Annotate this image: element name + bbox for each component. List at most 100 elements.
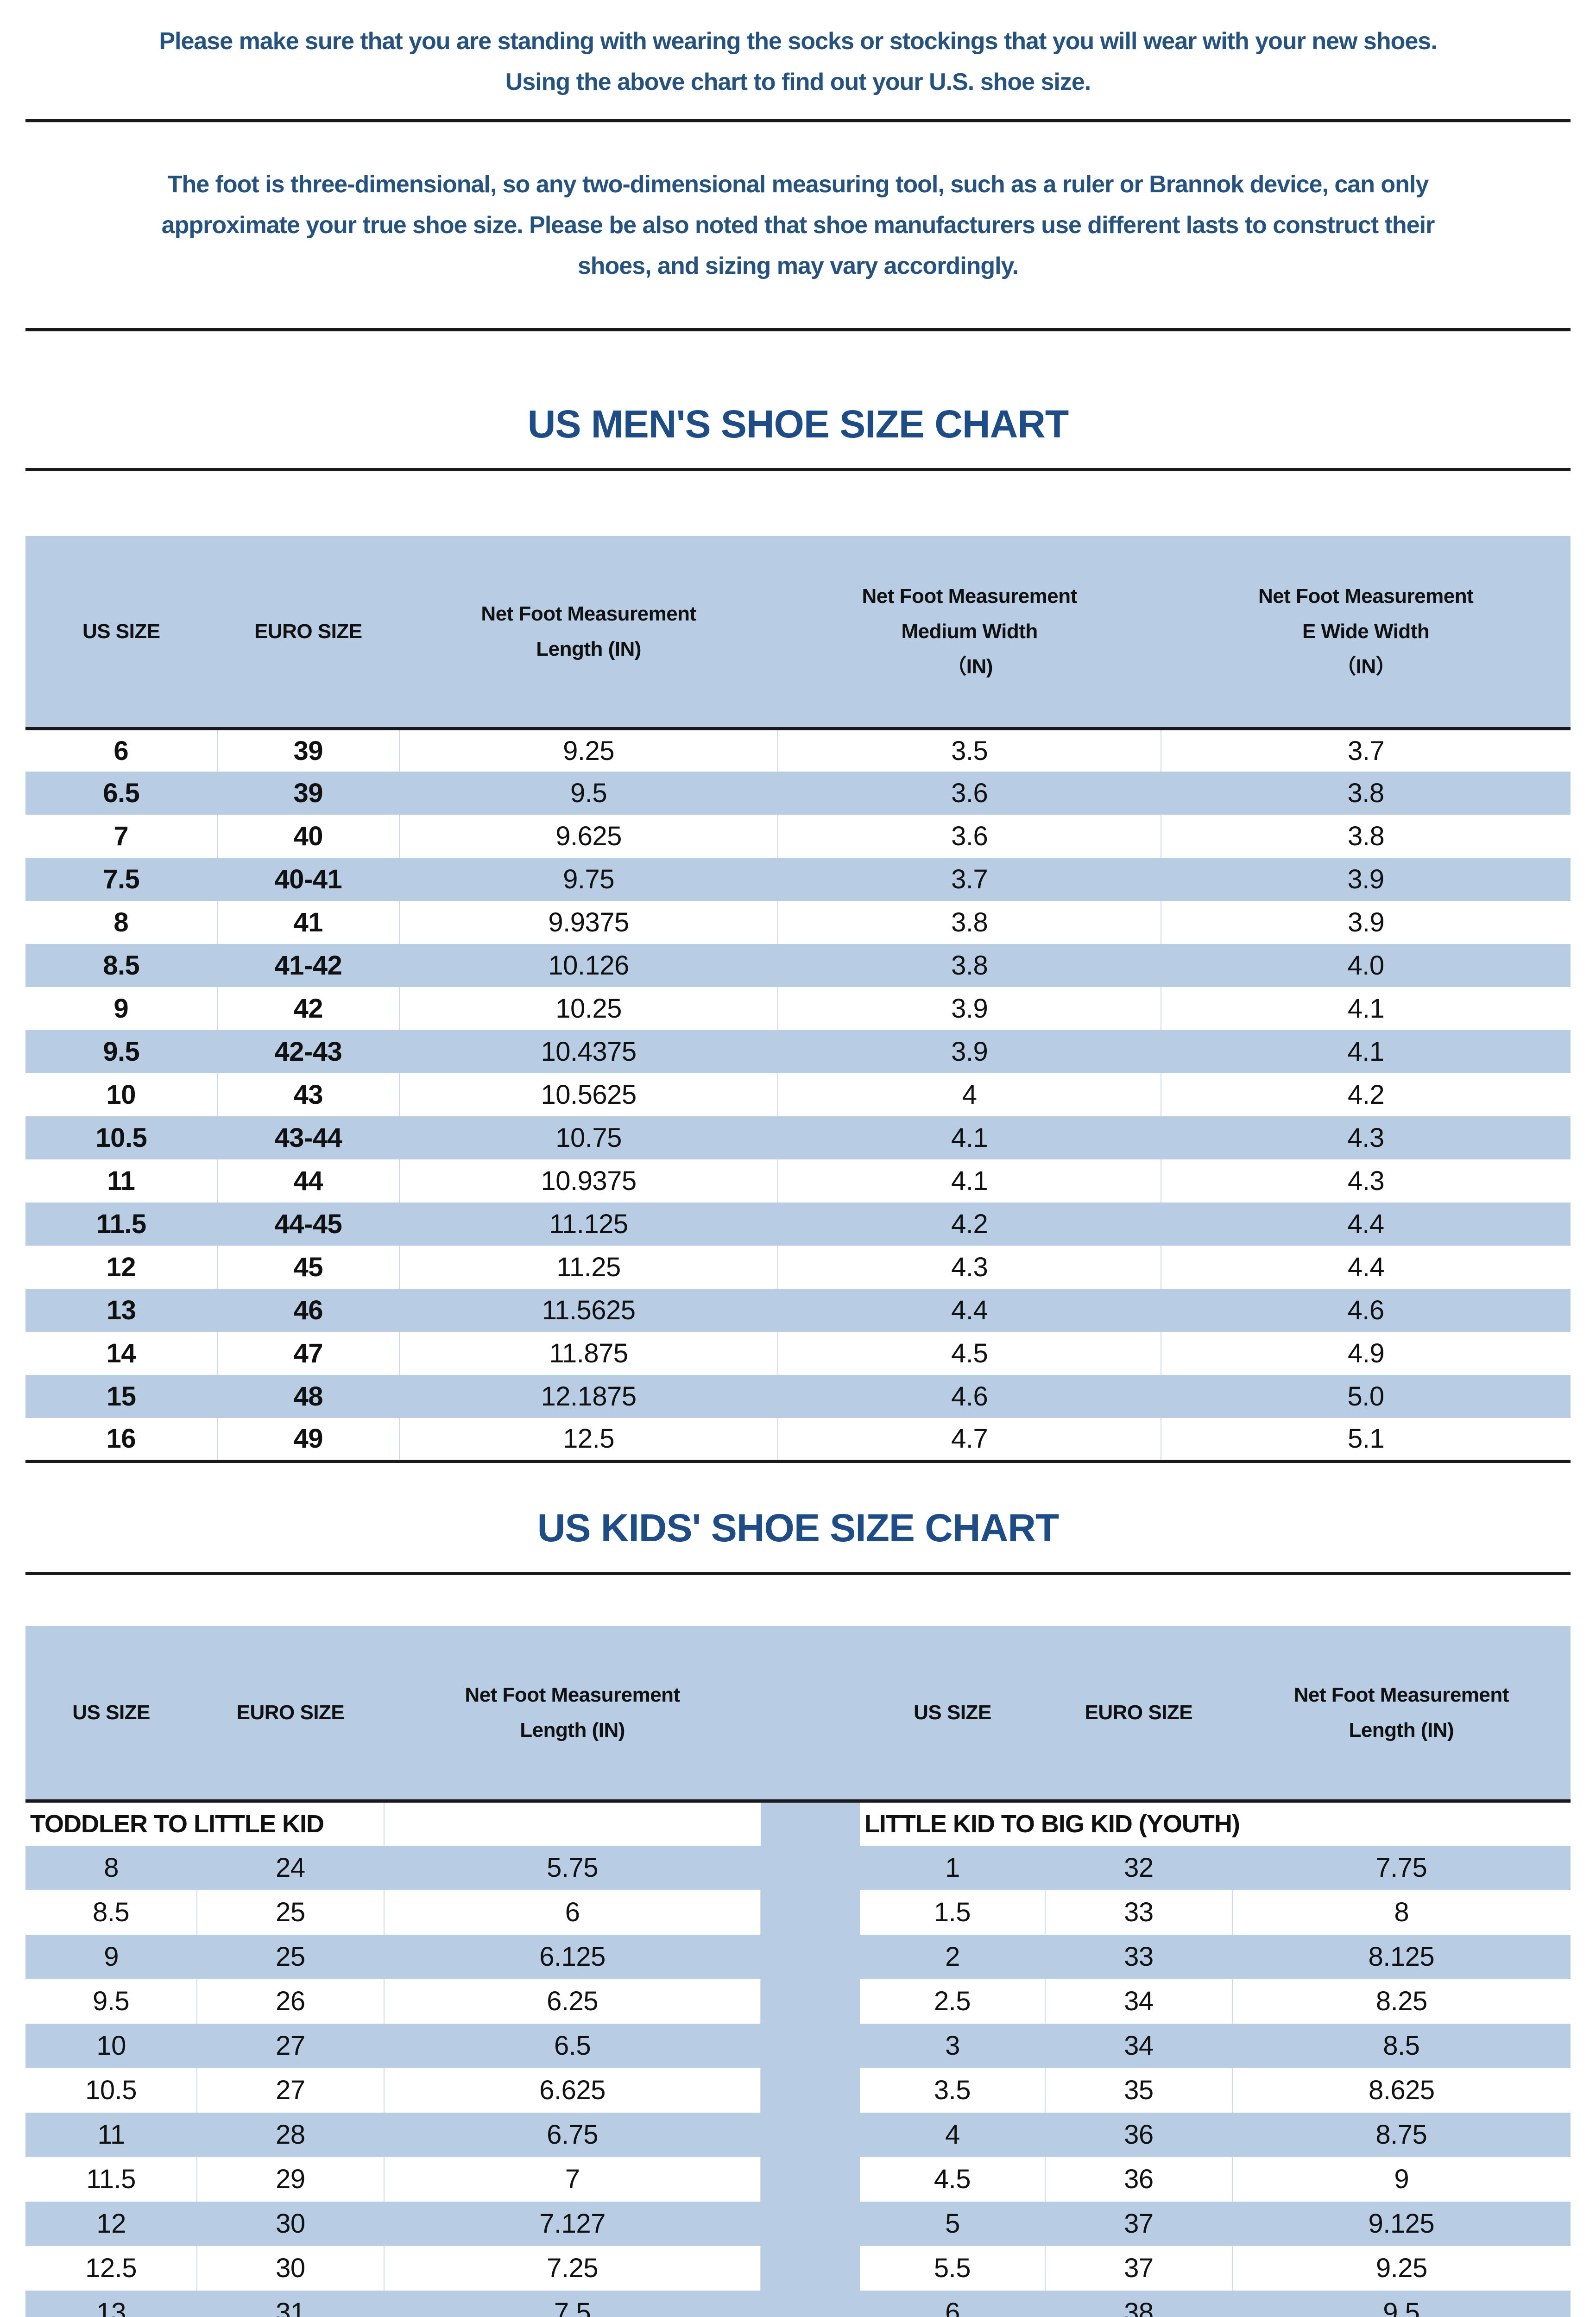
table-row: 11 44 10.9375 4.1 4.3 <box>25 1159 1571 1203</box>
column-header: US SIZE <box>859 1626 1046 1803</box>
table-row: 9 25 6.125 2 33 8.125 <box>25 1934 1571 1979</box>
cell: 14 <box>25 1332 218 1375</box>
cell: 37 <box>1045 2201 1232 2246</box>
cell: 11.5 <box>25 1203 217 1246</box>
cell: 3 <box>859 2023 1046 2068</box>
cell: 8.125 <box>1232 1934 1571 1979</box>
cell: 43 <box>217 1073 400 1116</box>
table-row: 9.5 42-43 10.4375 3.9 4.1 <box>25 1030 1571 1073</box>
cell: 3.8 <box>1161 815 1571 858</box>
cell: 10 <box>25 2023 197 2068</box>
cell: 7.127 <box>384 2201 761 2246</box>
cell: 6.25 <box>384 1979 762 2024</box>
section-label-toddler: TODDLER TO LITTLE KID <box>25 1801 384 1846</box>
cell: 35 <box>1045 2068 1233 2113</box>
column-header <box>761 1626 860 1803</box>
column-header-line: EURO SIZE <box>1085 1701 1193 1724</box>
cell: 6.75 <box>384 2112 761 2157</box>
table-row: 11 28 6.75 4 36 8.75 <box>25 2112 1571 2157</box>
cell: 3.6 <box>778 772 1161 815</box>
column-header-line: Medium Width <box>901 620 1038 643</box>
cell: 25 <box>197 1890 385 1935</box>
cell: 4.3 <box>1161 1116 1571 1159</box>
cell: 13 <box>25 1289 217 1332</box>
cell: 42 <box>217 987 400 1030</box>
spacer-cell <box>761 1845 860 1890</box>
cell: 6 <box>384 1890 762 1935</box>
cell: 24 <box>197 1845 384 1890</box>
cell: 34 <box>1045 2023 1232 2068</box>
table-row: 6 39 9.25 3.5 3.7 <box>25 728 1571 772</box>
column-header: Net Foot Measurement Length (IN) <box>1232 1626 1571 1803</box>
table-row: 8.5 41-42 10.126 3.8 4.0 <box>25 944 1571 987</box>
cell: 8 <box>25 901 218 944</box>
column-header-line: Net Foot Measurement <box>1293 1683 1509 1706</box>
table-row: 16 49 12.5 4.7 5.1 <box>25 1418 1571 1463</box>
table-row: 10 43 10.5625 4 4.2 <box>25 1073 1571 1116</box>
column-header-line: Length (IN) <box>520 1718 625 1741</box>
table-row: 7 40 9.625 3.6 3.8 <box>25 815 1571 858</box>
cell: 34 <box>1045 1979 1233 2024</box>
spacer-cell <box>761 2068 860 2113</box>
cell: 9.75 <box>399 858 778 901</box>
cell: 10.75 <box>399 1116 778 1159</box>
spacer-cell <box>761 2023 860 2068</box>
cell: 36 <box>1045 2112 1232 2157</box>
cell: 8.25 <box>1232 1979 1571 2024</box>
cell: 3.9 <box>778 987 1162 1030</box>
table-row: 8.5 25 6 1.5 33 8 <box>25 1890 1571 1935</box>
cell: 47 <box>217 1332 400 1375</box>
cell: 3.5 <box>859 2068 1046 2113</box>
column-header-line: Length (IN) <box>1349 1718 1454 1741</box>
cell: 6.625 <box>384 2068 762 2113</box>
cell: 3.5 <box>778 728 1162 772</box>
column-header-line: US SIZE <box>82 620 160 643</box>
cell: 2 <box>859 1934 1046 1979</box>
cell: 10.126 <box>399 944 778 987</box>
cell: 4.1 <box>778 1116 1161 1159</box>
cell: 37 <box>1045 2246 1233 2291</box>
table-row: 7.5 40-41 9.75 3.7 3.9 <box>25 858 1571 901</box>
cell: 7.5 <box>25 858 217 901</box>
spacer-cell <box>761 1890 860 1935</box>
cell: 8 <box>1232 1890 1571 1935</box>
cell: 4.1 <box>778 1159 1162 1203</box>
cell: 32 <box>1045 1845 1232 1890</box>
cell: 4 <box>778 1073 1162 1116</box>
cell: 9 <box>25 1934 197 1979</box>
mens-size-table: US SIZE EURO SIZE Net Foot Measurement Leng… <box>25 536 1571 1463</box>
column-header-line: （IN) <box>946 655 993 678</box>
cell: 1 <box>859 1845 1046 1890</box>
cell: 38 <box>1045 2290 1232 2317</box>
cell: 8.5 <box>1232 2023 1571 2068</box>
cell: 15 <box>25 1375 217 1418</box>
cell: 4.4 <box>1161 1246 1571 1289</box>
column-header: Net Foot Measurement Length (IN) <box>399 536 778 730</box>
cell: 27 <box>197 2068 385 2113</box>
table-row: 9 42 10.25 3.9 4.1 <box>25 987 1571 1030</box>
cell: 4.5 <box>859 2157 1046 2202</box>
horizontal-rule <box>25 468 1571 471</box>
cell: 26 <box>197 1979 385 2024</box>
cell: 3.7 <box>1161 728 1571 772</box>
spacer-cell <box>761 2290 860 2317</box>
column-header-line: EURO SIZE <box>254 620 362 643</box>
cell: 10.25 <box>399 987 779 1030</box>
table-row: 15 48 12.1875 4.6 5.0 <box>25 1375 1571 1418</box>
table-row: 11.5 44-45 11.125 4.2 4.4 <box>25 1203 1571 1246</box>
table-row: 14 47 11.875 4.5 4.9 <box>25 1332 1571 1375</box>
cell: 10.5 <box>25 1116 217 1159</box>
cell: 9.5 <box>1232 2290 1571 2317</box>
intro-p1-line2: Using the above chart to find out your U… <box>505 69 1091 95</box>
cell: 7.75 <box>1232 1845 1571 1890</box>
column-header: EURO SIZE <box>197 1626 384 1803</box>
cell: 4.1 <box>1161 987 1571 1030</box>
table-row: 12 45 11.25 4.3 4.4 <box>25 1246 1571 1289</box>
table-row: 10.5 43-44 10.75 4.1 4.3 <box>25 1116 1571 1159</box>
cell: 3.9 <box>1161 901 1571 944</box>
cell: 10 <box>25 1073 218 1116</box>
cell: 39 <box>217 772 400 815</box>
cell: 7.25 <box>384 2246 762 2291</box>
cell: 3.8 <box>1161 772 1571 815</box>
